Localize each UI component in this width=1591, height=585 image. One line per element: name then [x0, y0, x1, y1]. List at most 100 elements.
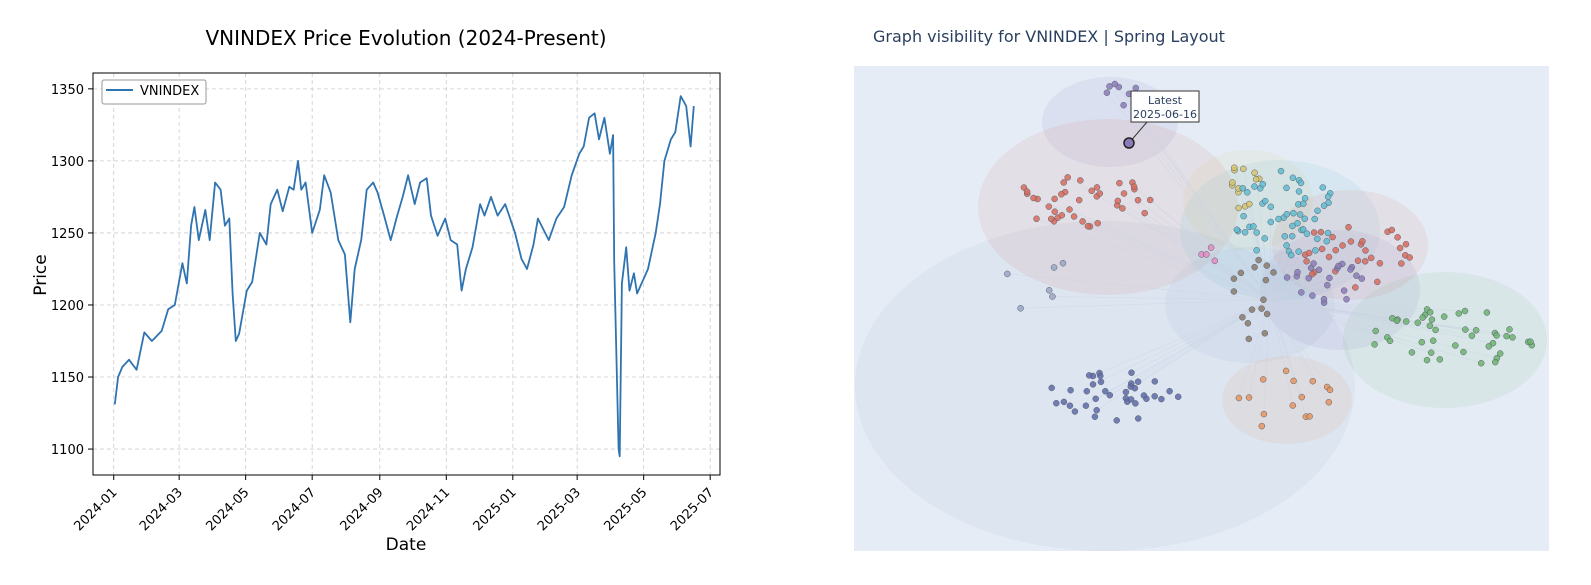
legend-box: [101, 79, 207, 105]
graph-node: [1436, 356, 1444, 363]
graph-node: [1296, 211, 1304, 218]
graph-node: [1472, 327, 1480, 334]
graph-node: [1318, 245, 1326, 253]
graph-edge: [1069, 209, 1271, 301]
graph-node: [1259, 180, 1267, 188]
y-tick-label: 1100: [51, 443, 84, 458]
graph-node: [1309, 377, 1317, 385]
graph-svg: Latest 2025-06-16: [854, 66, 1549, 551]
graph-node: [1134, 378, 1142, 385]
graph-node: [1295, 188, 1303, 195]
graph-node: [1317, 228, 1325, 236]
graph-node: [1394, 234, 1401, 241]
graph-node: [1393, 317, 1401, 324]
graph-node: [1261, 235, 1268, 242]
x-tick-label: 2025-05: [601, 485, 650, 534]
graph-node: [1051, 195, 1058, 203]
graph-node: [1151, 393, 1158, 400]
graph-node: [1244, 320, 1252, 327]
graph-node: [1089, 381, 1097, 388]
graph-edge: [1269, 299, 1426, 316]
cluster-ellipse: [1222, 356, 1352, 444]
graph-node: [1070, 213, 1078, 220]
graph-node: [1082, 402, 1090, 409]
graph-node: [1060, 398, 1068, 406]
graph-node: [1287, 251, 1295, 259]
graph-node: [1297, 179, 1305, 187]
graph-node: [1345, 223, 1352, 231]
graph-node: [1229, 179, 1236, 186]
graph-node: [1119, 205, 1126, 212]
graph-node: [1290, 209, 1297, 217]
graph-node: [1460, 348, 1467, 356]
graph-node: [1252, 175, 1260, 183]
grid-lines: [93, 73, 720, 475]
graph-node: [1298, 289, 1305, 296]
graph-node: [1289, 222, 1296, 230]
graph-node: [1423, 356, 1431, 364]
graph-node: [1253, 247, 1260, 254]
graph-edge: [1269, 295, 1313, 301]
graph-node: [1359, 238, 1366, 245]
graph-node: [1235, 204, 1242, 212]
graph-node: [1066, 402, 1074, 409]
graph-node: [1237, 269, 1245, 277]
graph-node: [1305, 274, 1312, 282]
graph-node: [1455, 310, 1463, 317]
graph-node: [1097, 378, 1105, 386]
y-tick-label: 1300: [51, 155, 84, 170]
graph-node: [1240, 212, 1247, 220]
y-tick-label: 1350: [51, 83, 84, 98]
graph-node: [1461, 307, 1469, 315]
graph-title: Graph visibility for VNINDEX | Spring La…: [873, 27, 1225, 46]
x-tick-label: 2025-07: [668, 485, 717, 534]
graph-node: [1075, 196, 1083, 204]
graph-node: [1305, 249, 1313, 257]
graph-edge: [1269, 231, 1322, 301]
graph-node: [1468, 332, 1476, 339]
graph-node: [1527, 338, 1534, 345]
graph-node: [1231, 164, 1238, 171]
x-axis-label: Date: [386, 535, 427, 555]
graph-node: [1300, 200, 1307, 208]
graph-node: [1376, 260, 1384, 267]
graph-node: [1282, 367, 1290, 375]
graph-node: [1060, 179, 1067, 186]
graph-node: [1326, 386, 1334, 394]
graph-edge: [1269, 272, 1274, 301]
graph-node: [1077, 177, 1084, 184]
graph-edge: [1269, 299, 1314, 382]
cluster-ellipse: [1183, 150, 1313, 250]
graph-node: [1462, 326, 1469, 333]
graph-node: [1343, 296, 1350, 303]
annotation-line-2: 2025-06-16: [1133, 108, 1197, 121]
graph-node: [1329, 233, 1336, 241]
graph-node: [1053, 399, 1060, 407]
graph-edge: [1269, 218, 1306, 301]
graph-node: [1267, 203, 1275, 211]
line-chart-svg: 2024-01 2024-03 2024-05 2024-07 2024-09 2024-…: [31, 72, 721, 555]
graph-node: [1270, 269, 1277, 276]
graph-node: [1283, 184, 1290, 192]
graph-node: [1354, 257, 1362, 264]
price-line-chart: VNINDEX Price Evolution (2024-Present) 2…: [31, 26, 721, 555]
graph-node: [1207, 244, 1215, 251]
graph-node: [1275, 215, 1282, 223]
graph-node: [1324, 229, 1332, 237]
graph-edge: [1117, 200, 1271, 301]
graph-edge: [1247, 299, 1271, 324]
graph-node: [1314, 235, 1321, 243]
graph-node: [1347, 266, 1354, 273]
graph-node: [1096, 190, 1104, 197]
graph-node: [1427, 349, 1435, 356]
graph-node: [1374, 278, 1381, 286]
graph-edge: [1269, 214, 1288, 301]
graph-node: [1418, 338, 1426, 346]
graph-edge: [1254, 267, 1271, 301]
graph-node: [1332, 246, 1339, 254]
graph-node: [1203, 251, 1210, 258]
x-tick-label: 2024-05: [203, 485, 252, 534]
graph-node: [1319, 184, 1327, 191]
graph-node: [1103, 89, 1111, 96]
graph-edge: [1269, 263, 1314, 301]
